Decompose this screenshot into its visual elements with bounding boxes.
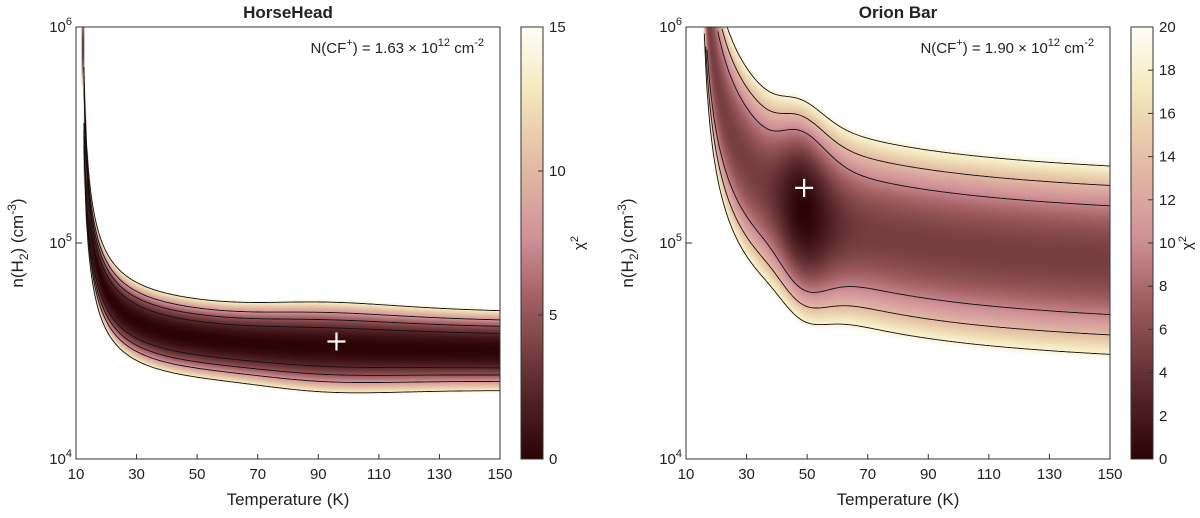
contour-line: [83, 122, 500, 369]
colorbar-tick-label: 8: [1159, 278, 1167, 295]
colorbar-tick-label: 20: [1159, 19, 1176, 36]
y-axis-label-horsehead: n(H2) (cm-3): [5, 198, 31, 287]
colorbar-tick-label: 14: [1159, 149, 1176, 166]
x-tick-label: 70: [249, 466, 266, 483]
colorbar-tick-label: 5: [549, 307, 557, 324]
heatmap-horsehead: [76, 27, 500, 459]
contour-line: [717, 31, 1111, 207]
x-tick-label: 90: [920, 466, 937, 483]
x-ticks-orion-bar: 10 30 50 70 90 110 130 150: [678, 454, 1123, 483]
x-tick-label: 30: [738, 466, 755, 483]
colorbar-tick-label: 0: [1159, 451, 1167, 468]
y-tick-label: 105: [659, 232, 682, 252]
colorbar-tick-label: 0: [549, 451, 557, 468]
contour-lines-orion-bar: [703, 27, 1111, 355]
colorbar-tick-label: 2: [1159, 408, 1167, 425]
y-tick-label: 105: [49, 232, 72, 252]
x-tick-label: 130: [427, 466, 452, 483]
best-fit-marker-orion-bar: [795, 178, 814, 197]
x-tick-label: 50: [799, 466, 816, 483]
contour-line: [83, 136, 500, 383]
colorbar-tick-label: 12: [1159, 192, 1176, 209]
y-tick-label: 106: [659, 16, 682, 36]
contour-lines-horsehead: [83, 67, 501, 394]
contour-line: [721, 28, 1111, 186]
colorbar-tick-label: 15: [549, 19, 566, 36]
x-tick-label: 10: [678, 466, 695, 483]
colorbar-horsehead: [520, 26, 544, 460]
contour-line: [83, 67, 501, 312]
colorbar-tick-label: 10: [549, 163, 566, 180]
heatmap-orion-bar: [686, 27, 1110, 459]
contour-line: [83, 129, 500, 376]
contour-line: [705, 46, 1111, 336]
x-tick-label: 30: [128, 466, 145, 483]
contour-line: [726, 27, 1111, 167]
x-tick-label: 130: [1037, 466, 1062, 483]
contour-line: [703, 33, 1111, 355]
contour-line: [706, 49, 1111, 316]
y-ticks-orion-bar: 104 105 106: [659, 16, 692, 468]
column-density-annotation-orion-bar: N(CF+) = 1.90 × 1012 cm-2: [920, 37, 1094, 57]
y-ticks-horsehead: 104 105 106: [49, 16, 82, 468]
y-tick-label: 104: [49, 448, 72, 468]
x-axis-label-orion-bar: Temperature (K): [837, 490, 960, 509]
x-tick-label: 10: [68, 466, 85, 483]
x-tick-label: 150: [1097, 466, 1122, 483]
x-tick-label: 110: [977, 466, 1001, 483]
best-fit-marker-horsehead: [327, 332, 346, 351]
x-ticks-horsehead: 10 30 50 70 90 110 130 150: [68, 454, 513, 483]
contour-line: [83, 89, 500, 334]
colorbar-tick-label: 4: [1159, 365, 1167, 382]
y-axis-label-orion-bar: n(H2) (cm-3): [615, 198, 641, 287]
colorbar-tick-label: 16: [1159, 105, 1176, 122]
colorbar-ticks-orion-bar: 0 2 4 6 8 10 12 14 16 18 20: [1148, 19, 1176, 468]
x-tick-label: 110: [367, 466, 391, 483]
colorbar-ticks-horsehead: 0 5 10 15: [538, 19, 566, 468]
colorbar-tick-label: 6: [1159, 321, 1167, 338]
x-tick-label: 50: [189, 466, 206, 483]
x-tick-label: 150: [487, 466, 512, 483]
panel-horsehead: HorseHead 10 30 50 70 90 110 130 150 104105106 …: [5, 3, 588, 509]
contour-line: [83, 82, 500, 327]
colorbar-tick-label: 10: [1159, 235, 1176, 252]
chart-title-horsehead: HorseHead: [243, 3, 333, 22]
panel-orion-bar: Orion Bar 10 30 50 70 90 110 130 150 104105106 …: [615, 3, 1196, 509]
contour-line: [83, 76, 501, 321]
x-axis-label-horsehead: Temperature (K): [227, 490, 350, 509]
y-tick-label: 106: [49, 16, 72, 36]
colorbar-label-horsehead: χ2: [569, 236, 588, 250]
contour-line: [83, 145, 501, 394]
chart-title-orion-bar: Orion Bar: [859, 3, 938, 22]
column-density-annotation-horsehead: N(CF+) = 1.63 × 1012 cm-2: [310, 37, 484, 57]
colorbar-tick-label: 18: [1159, 62, 1176, 79]
x-tick-label: 70: [859, 466, 876, 483]
colorbar-label-orion-bar: χ2: [1177, 236, 1196, 250]
x-tick-label: 90: [310, 466, 327, 483]
y-tick-label: 104: [659, 448, 682, 468]
